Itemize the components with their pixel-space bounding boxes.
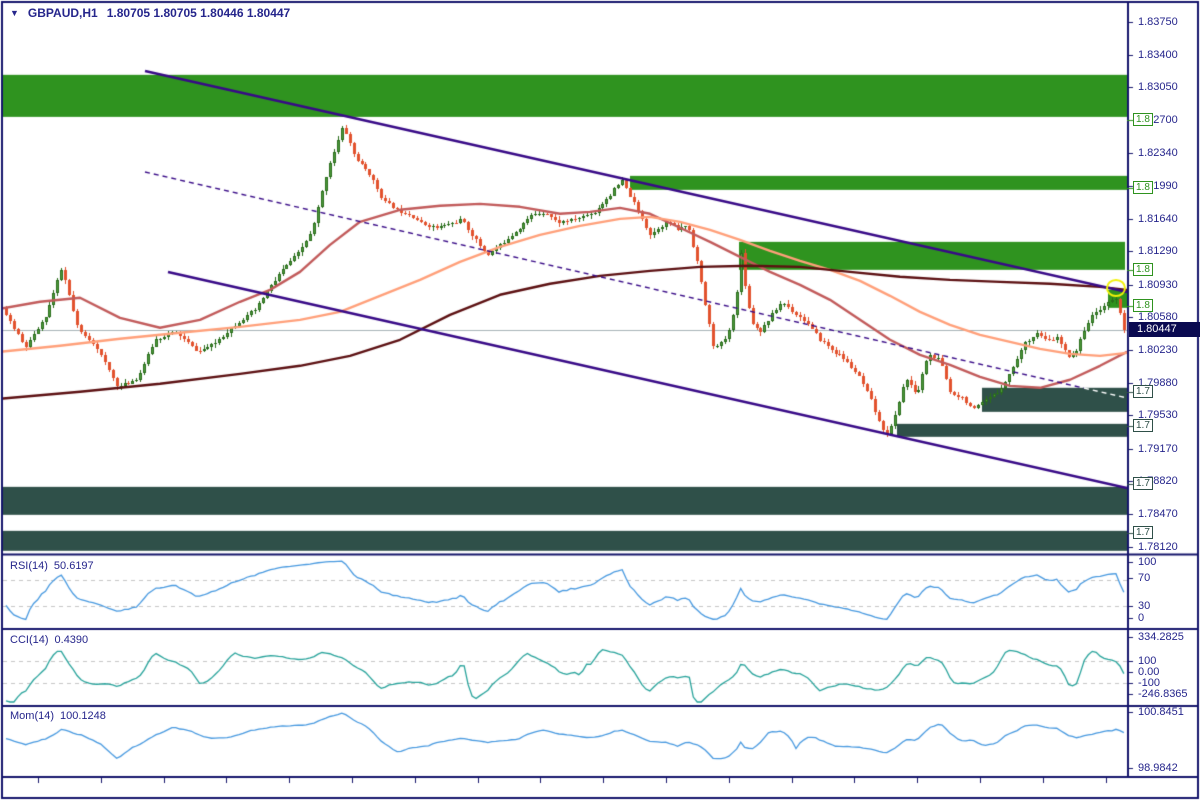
- zone-level-tag: 1.7: [1133, 419, 1153, 433]
- cci-panel-label: CCI(14) 0.4390: [10, 634, 88, 646]
- mom-indicator-name: Mom(14): [10, 710, 55, 722]
- price-axis-label: 1.80580: [1138, 311, 1178, 324]
- mom-axis-label: 100.8451: [1138, 706, 1184, 718]
- rsi-axis-label: 0: [1138, 612, 1145, 624]
- cci-axis-label: -246.8365: [1138, 688, 1188, 700]
- mom-indicator-value: 100.1248: [60, 710, 106, 722]
- price-axis-label: 1.79170: [1138, 442, 1178, 455]
- rsi-axis-label: 70: [1138, 572, 1151, 584]
- zone-level-tag: 1.7: [1133, 525, 1153, 539]
- cci-indicator-name: CCI(14): [10, 634, 49, 646]
- price-axis-label: 1.78470: [1138, 508, 1178, 521]
- cci-axis-label: -100: [1138, 677, 1161, 689]
- chart-symbol-label: GBPAUD,H1: [27, 6, 98, 20]
- rsi-axis-label: 30: [1138, 600, 1151, 612]
- rsi-axis-label: 100: [1138, 556, 1157, 568]
- chart-title: ▼ GBPAUD,H1 1.80705 1.80705 1.80446 1.80…: [10, 6, 290, 20]
- price-axis-label: 1.83400: [1138, 48, 1178, 61]
- price-axis-label: 1.83750: [1138, 16, 1178, 28]
- mom-panel-label: Mom(14) 100.1248: [10, 710, 106, 722]
- cci-axis-label: 100: [1138, 655, 1157, 667]
- cci-axis-label: 334.2825: [1138, 631, 1184, 643]
- cci-axis-label: 0.00: [1138, 666, 1160, 678]
- rsi-panel-label: RSI(14) 50.6197: [10, 560, 94, 572]
- rsi-indicator-value: 50.6197: [53, 560, 94, 572]
- price-axis-label: 1.79530: [1138, 409, 1178, 422]
- time-scale[interactable]: 26 Mar 202129 Mar 12:0030 Mar 04:0030 Ma…: [0, 778, 1200, 800]
- price-axis-label: 1.78120: [1138, 540, 1178, 553]
- zone-level-tag: 1.8: [1133, 299, 1153, 313]
- current-price-tag: 1.80447: [1129, 321, 1200, 337]
- price-axis-label: 1.82340: [1138, 147, 1178, 160]
- mom-axis-label: 98.9842: [1138, 762, 1178, 774]
- zone-level-tag: 1.8: [1133, 112, 1153, 126]
- chart-ohlc-values: 1.80705 1.80705 1.80446 1.80447: [106, 6, 291, 20]
- price-axis-label: 1.81640: [1138, 212, 1178, 225]
- zone-level-tag: 1.7: [1133, 384, 1153, 398]
- price-axis-label: 1.80930: [1138, 278, 1178, 291]
- symbol-dropdown-icon[interactable]: ▼: [10, 8, 19, 18]
- price-axis-label: 1.81290: [1138, 245, 1178, 258]
- cci-indicator-value: 0.4390: [54, 634, 89, 646]
- price-axis-label: 1.80230: [1138, 344, 1178, 357]
- zone-level-tag: 1.8: [1133, 180, 1153, 194]
- zone-level-tag: 1.7: [1133, 477, 1153, 491]
- price-axis-label: 1.83050: [1138, 81, 1178, 94]
- zone-level-tag: 1.8: [1133, 262, 1153, 276]
- rsi-indicator-name: RSI(14): [10, 560, 48, 572]
